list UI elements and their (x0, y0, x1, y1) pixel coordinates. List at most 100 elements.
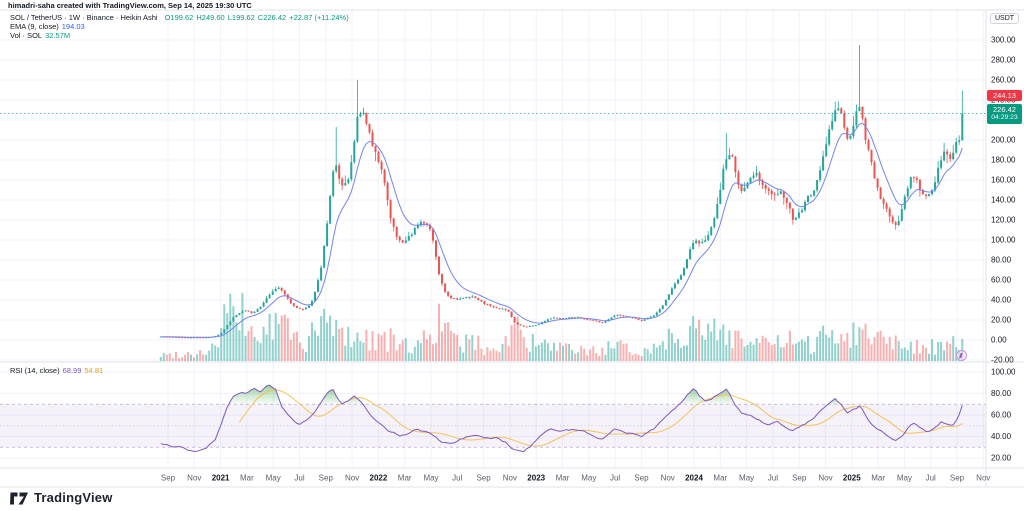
event-marker-icon[interactable] (956, 350, 967, 361)
time-tick-label: Jul (926, 474, 936, 483)
low-label: L (227, 13, 232, 22)
time-tick-label: May (266, 474, 281, 483)
rsi-band (0, 403, 986, 448)
rsi-legend-row[interactable]: RSI (14, close) 68.99 54.81 (10, 366, 103, 375)
change-value: +22.87 (+11.24%) (289, 13, 349, 22)
time-tick-label: Mar (398, 474, 412, 483)
gridlines (0, 10, 986, 468)
bar-countdown: 04:29:23 (991, 114, 1018, 121)
time-tick-label: Jul (294, 474, 304, 483)
time-tick-label: May (739, 474, 754, 483)
rsi-value: 68.99 (62, 366, 82, 375)
price-tick-label: 120.00 (991, 216, 1016, 225)
ema-line (160, 122, 963, 338)
time-tick-label: 2021 (212, 474, 230, 483)
price-axis[interactable] (986, 10, 1024, 468)
time-tick-label: Sep (161, 474, 176, 483)
price-tick-label: 160.00 (991, 176, 1016, 185)
price-tick-label: -20.00 (991, 356, 1014, 365)
price-tick-label: 100.00 (991, 236, 1016, 245)
price-tick-label: 40.00 (991, 296, 1012, 305)
tradingview-brand-text: TradingView (34, 490, 113, 505)
time-tick-label: May (581, 474, 596, 483)
legend-ema-row[interactable]: EMA (9, close) 194.03 (10, 22, 349, 31)
price-tick-label: 180.00 (991, 156, 1016, 165)
close-value: 226.42 (263, 13, 287, 22)
time-tick-label: Sep (792, 474, 807, 483)
rsi-tick-label: 80.00 (991, 389, 1012, 398)
time-tick-label: Nov (976, 474, 990, 483)
high-label: H (196, 13, 202, 22)
time-tick-label: Sep (950, 474, 965, 483)
rsi-tick-label: 40.00 (991, 432, 1012, 441)
price-tick-label: 260.00 (991, 76, 1016, 85)
time-tick-label: 2023 (527, 474, 545, 483)
time-tick-label: Mar (556, 474, 570, 483)
rsi-label: RSI (14, close) (10, 366, 60, 375)
legend-volume-row[interactable]: Vol · SOL 32.57M (10, 31, 349, 40)
time-tick-label: Nov (187, 474, 201, 483)
low-value: 199.62 (231, 13, 255, 22)
time-tick-label: May (423, 474, 438, 483)
price-tick-label: 140.00 (991, 196, 1016, 205)
price-tick-label: 280.00 (991, 56, 1016, 65)
attribution-text: himadri-saha created with TradingView.co… (8, 1, 252, 10)
tradingview-footer[interactable]: TradingView (10, 490, 113, 505)
time-tick-label: Nov (661, 474, 675, 483)
current-price-tag: 226.42 04:29:23 (987, 104, 1022, 124)
volume-value: 32.57M (45, 31, 71, 40)
close-label: C (257, 13, 264, 22)
rsi-ma-line (238, 389, 963, 447)
price-tick-label: 60.00 (991, 276, 1012, 285)
time-tick-label: Mar (713, 474, 727, 483)
volume-series (159, 293, 964, 361)
volume-label: Vol · SOL (10, 31, 43, 40)
time-tick-label: Jul (768, 474, 778, 483)
symbol-title[interactable]: SOL / TetherUS · 1W · Binance · Heikin A… (10, 13, 158, 22)
pane-separators (0, 9, 1024, 488)
rsi-tick-label: 60.00 (991, 411, 1012, 420)
time-tick-label: Mar (871, 474, 885, 483)
legend-symbol-row[interactable]: SOL / TetherUS · 1W · Binance · Heikin A… (10, 13, 349, 22)
current-price-value: 226.42 (993, 105, 1016, 114)
rsi-line (160, 384, 963, 453)
overbought-fill (230, 385, 839, 405)
candle-wicks (160, 45, 963, 338)
time-tick-label: Sep (634, 474, 649, 483)
price-tick-label: 200.00 (991, 136, 1016, 145)
time-tick-label: Jul (610, 474, 620, 483)
time-tick-label: May (897, 474, 912, 483)
price-tick-label: 0.00 (991, 336, 1007, 345)
time-tick-label: Nov (503, 474, 517, 483)
chart-legend: SOL / TetherUS · 1W · Binance · Heikin A… (10, 13, 349, 40)
open-label: O (164, 13, 171, 22)
currency-toggle-button[interactable]: USDT (990, 13, 1020, 24)
time-tick-label: 2024 (685, 474, 703, 483)
ema-label: EMA (9, close) (10, 22, 59, 31)
time-tick-label: 2022 (370, 474, 388, 483)
price-tick-label: 20.00 (991, 316, 1012, 325)
rsi-ma-value: 54.81 (84, 366, 104, 375)
open-value: 199.62 (170, 13, 194, 22)
time-tick-label: Nov (818, 474, 832, 483)
rsi-tick-label: 20.00 (991, 454, 1012, 463)
time-axis-labels: Sep Nov 2021 Mar May Jul Sep Nov 2022 Mar May Jul Se… (161, 474, 991, 483)
time-axis[interactable] (0, 468, 986, 487)
ema-value: 194.03 (61, 22, 85, 31)
price-tick-label: 300.00 (991, 36, 1016, 45)
price-tick-label: 80.00 (991, 256, 1012, 265)
rsi-axis-labels: 100.00 80.00 60.00 40.00 20.00 (991, 368, 1016, 463)
tradingview-logo-icon (10, 492, 28, 505)
time-tick-label: Sep (319, 474, 334, 483)
time-tick-label: Nov (345, 474, 359, 483)
time-tick-label: Mar (240, 474, 254, 483)
high-value: 249.60 (201, 13, 225, 22)
ohlc-values: O199.62 H249.60 L199.62 C226.42 (162, 13, 287, 22)
candle-bodies (159, 107, 964, 339)
last-price-tag: 244.13 (987, 90, 1022, 101)
time-tick-label: 2025 (843, 474, 861, 483)
time-tick-label: Sep (476, 474, 491, 483)
rsi-tick-label: 100.00 (991, 368, 1016, 377)
